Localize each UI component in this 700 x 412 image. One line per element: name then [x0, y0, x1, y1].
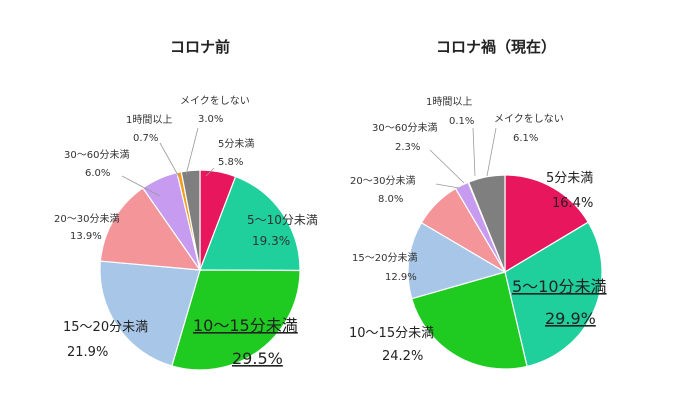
- chart-title: コロナ禍（現在）: [436, 38, 556, 56]
- leader-line: [435, 183, 460, 189]
- slice-data-label: 5.8%: [218, 157, 243, 168]
- leader-line: [185, 127, 199, 176]
- slice-label: 20～30分未満: [54, 213, 119, 225]
- slice-data-label: 13.9%: [70, 231, 102, 242]
- slice-label: 10～15分未満: [349, 326, 434, 341]
- slice-label: メイクをしない: [180, 95, 250, 107]
- slice-data-label: 12.9%: [385, 272, 417, 283]
- slice-label: 1時間以上: [426, 96, 472, 108]
- slice-data-label: 24.2%: [382, 349, 423, 364]
- pie-slice: [407, 221, 507, 300]
- slice-data-label: 0.7%: [133, 133, 158, 144]
- slice-label: 5分未満: [218, 138, 254, 150]
- slice-data-label: 3.0%: [198, 114, 223, 125]
- pie-slice: [504, 221, 603, 368]
- slice-data-label: 29.9%: [545, 309, 596, 328]
- slice-label: 1時間以上: [126, 114, 172, 126]
- slice-data-label: 6.1%: [513, 133, 538, 144]
- slice-data-label: 29.5%: [232, 349, 283, 368]
- slice-data-label: 16.4%: [552, 196, 593, 211]
- pie-slice: [171, 269, 301, 371]
- slice-label: 20～30分未満: [350, 175, 415, 187]
- leader-line: [205, 167, 215, 177]
- pie-slice: [199, 175, 301, 272]
- slice-label: 15～20分未満: [352, 252, 417, 264]
- pie-slice: [180, 169, 201, 271]
- pie-slice: [410, 271, 528, 370]
- slice-label: 5～10分未満: [247, 213, 318, 227]
- leader-line: [159, 142, 180, 178]
- leader-line: [121, 175, 161, 197]
- pie-slice: [467, 174, 506, 273]
- pie-chart-before-corona: コロナ前 5分未満 5.8% 5～10分未満 19.3% 10～15分未満 29.5% 15～…: [54, 38, 318, 371]
- chart-title: コロナ前: [170, 38, 230, 56]
- slice-data-label: 19.3%: [252, 234, 290, 248]
- pie-slice: [99, 187, 202, 271]
- slice-label: 30～60分未満: [64, 149, 129, 161]
- slice-data-label: 2.3%: [395, 142, 420, 153]
- slice-label: 30～60分未満: [372, 122, 437, 134]
- slice-label: メイクをしない: [494, 113, 564, 125]
- leader-line: [486, 127, 497, 177]
- leader-line: [472, 127, 476, 177]
- slice-label: 5分未満: [546, 171, 593, 186]
- slice-data-label: 8.0%: [378, 194, 403, 205]
- slice-label: 10～15分未満: [193, 316, 298, 335]
- slice-data-label: 6.0%: [85, 168, 110, 179]
- leader-line: [429, 149, 465, 184]
- pie-chart-during-corona: コロナ禍（現在） 5分未満 16.4% 5～10分未満 29.9% 10～15分未満 24.…: [349, 38, 607, 370]
- slice-data-label: 21.9%: [67, 345, 108, 360]
- pie-slice: [504, 174, 590, 274]
- pie-slice: [99, 260, 201, 367]
- slice-label: 15～20分未満: [63, 320, 148, 335]
- slice-label: 5～10分未満: [512, 277, 607, 296]
- slice-data-label: 0.1%: [449, 116, 474, 127]
